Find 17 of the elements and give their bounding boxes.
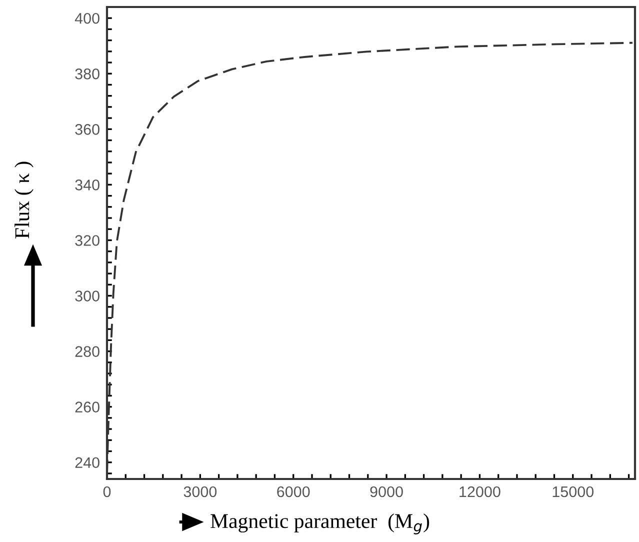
y-axis-title: Flux ( κ ) bbox=[14, 162, 34, 239]
x-tick-label: 15000 bbox=[552, 486, 594, 498]
y-tick-label: 340 bbox=[75, 180, 100, 190]
y-tick-label: 380 bbox=[75, 68, 100, 80]
x-tick-label: 0 bbox=[103, 486, 111, 498]
x-tick-label: 12000 bbox=[460, 486, 500, 498]
x-axis-title: Magnetic parameter (M$_{g}$) bbox=[210, 513, 430, 534]
y-tick-label: 360 bbox=[75, 124, 100, 135]
y-tick-label: 300 bbox=[75, 290, 100, 302]
y-tick-label: 280 bbox=[75, 346, 100, 357]
y-tick-label: 260 bbox=[75, 402, 100, 412]
x-tick-label: 3000 bbox=[184, 486, 217, 498]
y-tick-label: 400 bbox=[74, 12, 100, 24]
x-tick-label: 9000 bbox=[370, 486, 403, 498]
x-tick-label: 6000 bbox=[277, 486, 310, 498]
y-tick-label: 320 bbox=[75, 235, 100, 246]
y-tick-label: 240 bbox=[75, 457, 100, 468]
